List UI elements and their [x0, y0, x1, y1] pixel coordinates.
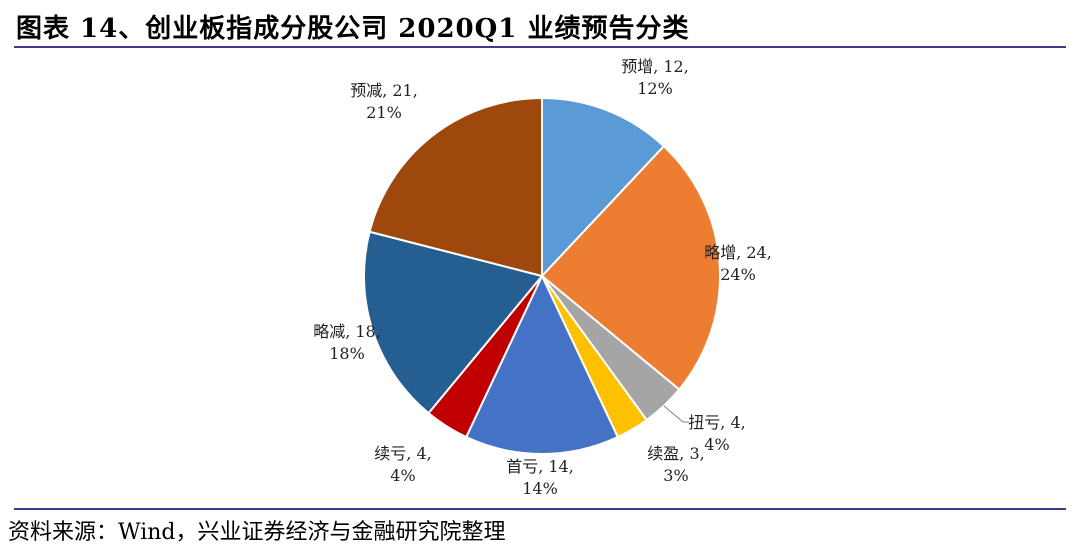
slice-label-8: 预减, 21, 21%: [350, 81, 418, 122]
pie-slice-5: [464, 273, 620, 455]
source-note: 资料来源：Wind，兴业证券经济与金融研究院整理: [8, 520, 506, 545]
slice-label-5: 首亏, 14, 14%: [506, 457, 574, 498]
pie-slice-8: [368, 96, 543, 278]
slice-label-2: 略增, 24, 24%: [704, 243, 772, 284]
slice-label-7: 略减, 18, 18%: [313, 322, 381, 363]
title-divider: [14, 46, 1066, 48]
footer-divider: [14, 508, 1066, 510]
slice-label-3: 扭亏, 4, 4%: [688, 413, 745, 454]
pie-slice-1: [541, 96, 666, 279]
slice-label-6: 续亏, 4, 4%: [374, 444, 431, 485]
pie-slice-2: [540, 144, 721, 391]
pie-slice-7: [363, 230, 544, 415]
chart-title: 图表 14、创业板指成分股公司 2020Q1 业绩预告分类: [16, 14, 690, 44]
slice-label-1: 预增, 12, 12%: [621, 57, 689, 98]
slice-label-4: 续盈, 3, 3%: [647, 444, 704, 485]
leader-line: [663, 405, 689, 423]
